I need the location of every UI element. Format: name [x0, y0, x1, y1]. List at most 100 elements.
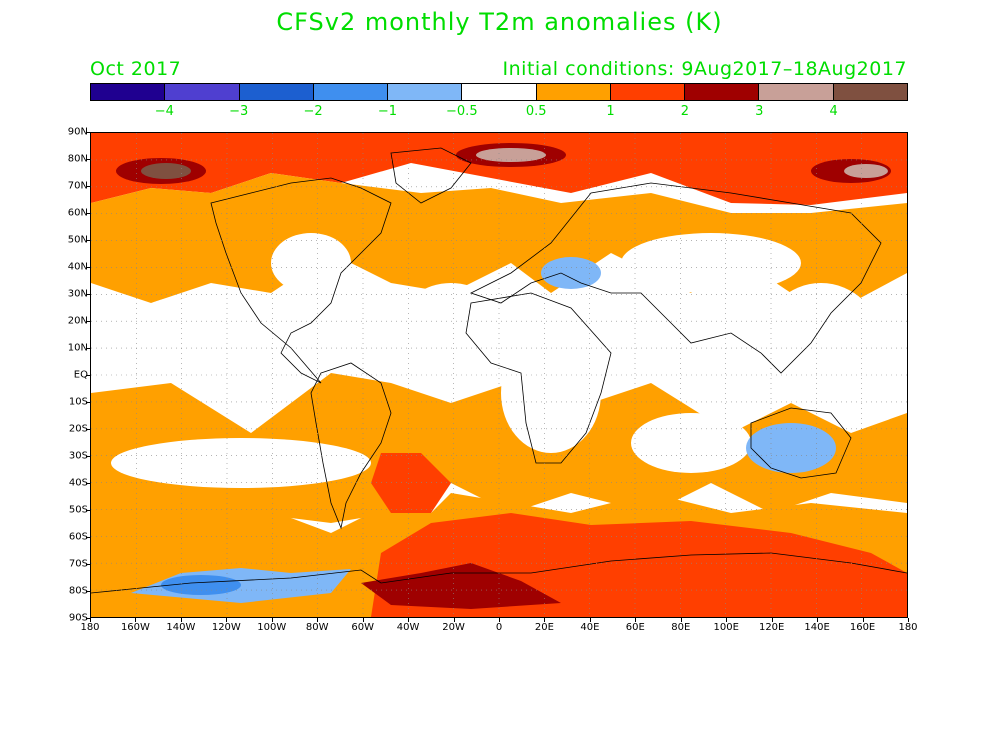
map-frame: [90, 132, 908, 618]
latitude-label: 30N: [67, 288, 88, 300]
latitude-label: 60S: [68, 531, 88, 543]
warm-arctic-siberia-core: [844, 164, 888, 178]
latitude-label: EQ: [73, 369, 88, 381]
longitude-tick: [362, 618, 364, 622]
latitude-label: 20N: [67, 315, 88, 327]
longitude-tick: [726, 618, 728, 622]
colorbar-label: 1: [606, 104, 615, 119]
map-title: CFSv2 monthly T2m anomalies (K): [276, 8, 723, 36]
colorbar-label: −3: [229, 104, 249, 119]
longitude-tick: [499, 618, 500, 622]
longitude-tick: [544, 618, 546, 622]
colorbar-segment: [536, 84, 611, 100]
longitude-tick: [226, 618, 228, 622]
latitude-tick: [86, 456, 90, 457]
colorbar-label: 2: [680, 104, 690, 119]
longitude-label: 180: [898, 622, 918, 633]
longitude-label: 100E: [713, 622, 739, 633]
latitude-tick: [86, 213, 90, 214]
forecast-month: Oct 2017: [90, 58, 182, 80]
coastline-greenland: [390, 147, 472, 204]
longitude-label: 40W: [396, 622, 420, 633]
longitude-label: 80W: [305, 622, 329, 633]
longitude-label: 140E: [804, 622, 830, 633]
longitude-tick: [408, 618, 410, 622]
latitude-tick: [86, 402, 90, 403]
colorbar-label: −2: [303, 104, 323, 119]
colorbar-label: 0.5: [525, 104, 547, 119]
longitude-tick: [90, 618, 91, 622]
longitude-label: 100W: [257, 622, 287, 633]
coastline-north-america: [210, 177, 392, 384]
latitude-tick: [86, 510, 90, 511]
longitude-tick: [135, 618, 137, 622]
coastline-africa: [465, 292, 612, 464]
longitude-tick: [680, 618, 682, 622]
latitude-tick: [86, 537, 90, 538]
latitude-label: 40N: [67, 261, 88, 273]
colorbar-segment: [610, 84, 686, 100]
neutral-north-america: [271, 233, 351, 293]
longitude-label: 0: [495, 622, 503, 633]
latitude-tick: [86, 564, 90, 565]
anomaly-band-arctic-warm: [91, 133, 907, 205]
longitude-label: 80E: [671, 622, 691, 633]
latitude-tick: [86, 294, 90, 295]
longitude-tick: [180, 618, 182, 622]
latitude-label: 50S: [68, 504, 88, 516]
longitude-label: 60W: [351, 622, 374, 633]
latitude-label: 70N: [67, 180, 88, 192]
longitude-label: 40E: [580, 622, 600, 633]
latitude-tick: [86, 321, 90, 322]
latitude-tick: [86, 267, 90, 268]
neutral-asia: [621, 233, 801, 293]
colorbar-label: −0.5: [446, 104, 478, 119]
neutral-north-atlantic: [401, 283, 501, 363]
latitude-label: 90N: [67, 126, 88, 138]
coastline-south-america: [310, 362, 392, 530]
anomaly-south-atlantic: [371, 453, 451, 513]
colorbar-label: 3: [755, 104, 764, 119]
longitude-tick: [635, 618, 637, 622]
latitude-tick: [86, 618, 90, 619]
latitude-tick: [86, 240, 90, 241]
longitude-tick: [817, 618, 819, 622]
latitude-label: 30S: [68, 450, 88, 462]
neutral-north-pacific: [121, 293, 301, 373]
longitude-label: 140W: [166, 622, 196, 633]
neutral-tropical-pacific: [111, 438, 371, 488]
colorbar-label: 4: [829, 104, 838, 119]
longitude-label: 160W: [120, 622, 150, 633]
longitude-tick: [453, 618, 455, 622]
colorbar-segment: [462, 84, 537, 100]
latitude-tick: [86, 186, 90, 187]
longitude-label: 120W: [211, 622, 241, 633]
map-grid: [91, 133, 907, 617]
neutral-indian-ocean: [631, 413, 751, 473]
longitude-tick: [317, 618, 319, 622]
latitude-label: 40S: [68, 477, 88, 489]
colorbar-segment: [759, 84, 834, 100]
latitude-tick: [86, 348, 90, 349]
colorbar-segment: [313, 84, 389, 100]
latitude-label: 90S: [68, 612, 88, 624]
longitude-tick: [908, 618, 909, 622]
anomaly-antarctic-strong: [361, 563, 561, 609]
colorbar-segment: [91, 84, 166, 100]
colorbar-segment: [685, 84, 760, 100]
longitude-tick: [771, 618, 773, 622]
coastline-australia: [750, 407, 852, 479]
coastline-eurasia: [469, 182, 882, 374]
latitude-label: 80S: [68, 585, 88, 597]
longitude-tick: [271, 618, 273, 622]
colorbar-segment: [833, 84, 907, 100]
colorbar: [90, 83, 908, 101]
latitude-tick: [86, 591, 90, 592]
colorbar-label: −1: [377, 104, 398, 119]
latitude-tick: [86, 429, 90, 430]
latitude-label: 50N: [67, 234, 88, 246]
longitude-tick: [862, 618, 864, 622]
longitude-label: 180: [80, 622, 100, 633]
latitude-label: 20S: [68, 423, 88, 435]
latitude-label: 10N: [67, 342, 88, 354]
